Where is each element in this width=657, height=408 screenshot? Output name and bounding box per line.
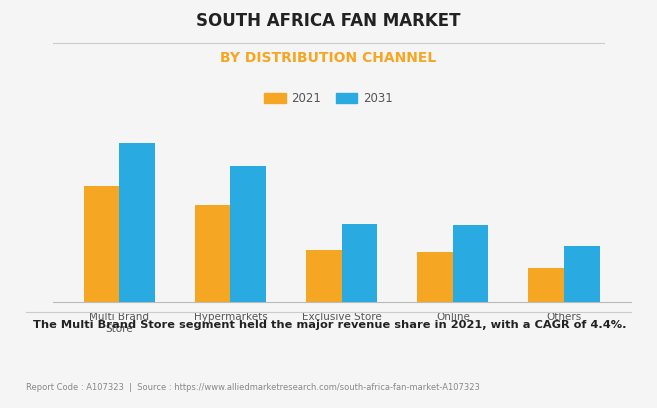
Text: The Multi Brand Store segment held the major revenue share in 2021, with a CAGR : The Multi Brand Store segment held the m… [33,320,626,330]
Bar [306,250,342,302]
Bar [528,268,564,302]
Bar [564,246,600,302]
Bar [453,226,488,302]
Text: BY DISTRIBUTION CHANNEL: BY DISTRIBUTION CHANNEL [220,51,437,65]
Bar [83,186,120,302]
Bar [417,252,453,302]
Text: Report Code : A107323  |  Source : https://www.alliedmarketresearch.com/south-af: Report Code : A107323 | Source : https:/… [26,383,480,392]
Text: SOUTH AFRICA FAN MARKET: SOUTH AFRICA FAN MARKET [196,12,461,30]
Bar [195,205,231,302]
Bar [231,166,266,302]
Legend: 2021, 2031: 2021, 2031 [260,87,397,110]
Bar [342,224,377,302]
Bar [120,143,155,302]
